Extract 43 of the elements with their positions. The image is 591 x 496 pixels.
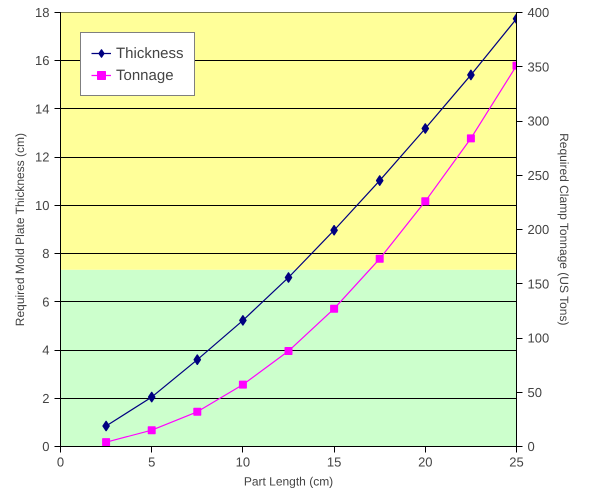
x-axis-title: Part Length (cm) bbox=[244, 474, 334, 488]
y2-tick-label: 250 bbox=[528, 168, 550, 183]
x-tick-label: 0 bbox=[56, 454, 64, 470]
y-tick-label: 14 bbox=[35, 101, 50, 116]
y-tick-label: 16 bbox=[35, 53, 50, 68]
y-tick-label: 8 bbox=[42, 246, 50, 262]
y-tick-label: 12 bbox=[35, 150, 50, 165]
legend-label: Thickness bbox=[116, 44, 184, 62]
point bbox=[193, 408, 202, 416]
y2-tick-label: 100 bbox=[528, 330, 550, 346]
point bbox=[421, 122, 430, 134]
y-tick-label: 10 bbox=[35, 198, 50, 213]
legend-label: Tonnage bbox=[116, 66, 174, 84]
y2-axis-title: Required Clamp Tonnage (US Tons) bbox=[557, 133, 572, 326]
point bbox=[193, 354, 202, 366]
point bbox=[376, 254, 384, 263]
y-tick-label: 18 bbox=[35, 5, 50, 20]
x-tick-label: 20 bbox=[418, 454, 433, 470]
y2-tick-label: 50 bbox=[528, 384, 542, 400]
point bbox=[238, 380, 247, 389]
point bbox=[102, 438, 110, 446]
y2-tick-label: 150 bbox=[528, 276, 550, 292]
y2-tick-label: 300 bbox=[528, 114, 550, 128]
point bbox=[148, 392, 156, 403]
y2-tick-label: 350 bbox=[528, 59, 550, 74]
y2-tick-label: 400 bbox=[528, 5, 550, 20]
x-tick-label: 10 bbox=[236, 454, 250, 470]
point bbox=[421, 197, 430, 206]
point bbox=[466, 134, 475, 142]
point bbox=[376, 175, 384, 186]
y-tick-label: 0 bbox=[42, 439, 50, 454]
x-tick-label: 15 bbox=[326, 454, 342, 470]
point bbox=[148, 426, 156, 434]
y-axis-title: Required Mold Plate Thickness (cm) bbox=[13, 133, 28, 326]
point bbox=[330, 304, 338, 313]
point bbox=[284, 347, 292, 356]
y2-tick-label: 0 bbox=[528, 439, 535, 454]
y-tick-label: 4 bbox=[42, 342, 50, 358]
y-tick-label: 2 bbox=[42, 390, 50, 406]
x-tick-label: 5 bbox=[148, 454, 156, 470]
x-tick-label: 25 bbox=[509, 454, 524, 470]
y2-tick-label: 200 bbox=[528, 222, 550, 237]
y-tick-label: 6 bbox=[42, 294, 50, 310]
